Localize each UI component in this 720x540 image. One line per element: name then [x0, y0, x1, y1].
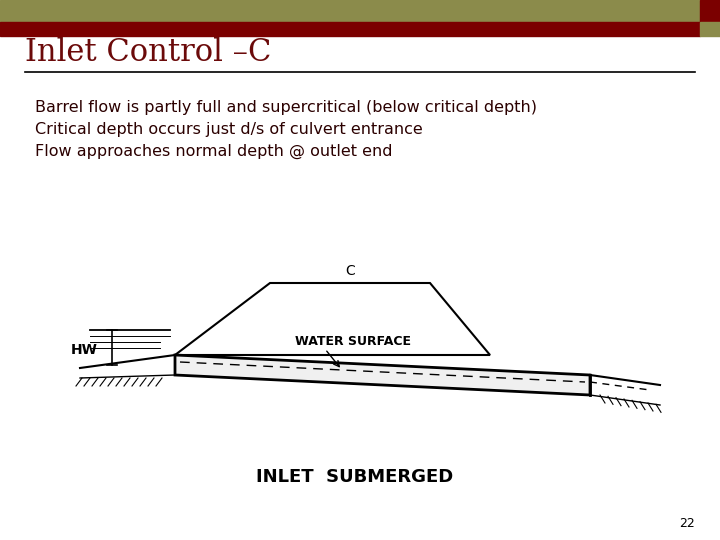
- Bar: [0, 0, 700, 22]
- Text: C: C: [345, 264, 355, 278]
- Bar: [700, 0, 720, 22]
- Text: 22: 22: [679, 517, 695, 530]
- Polygon shape: [175, 355, 590, 395]
- Bar: [700, 22, 720, 36]
- Text: Inlet Control –C: Inlet Control –C: [25, 37, 271, 68]
- Polygon shape: [175, 283, 490, 355]
- Text: HW: HW: [71, 343, 98, 357]
- Text: Flow approaches normal depth @ outlet end: Flow approaches normal depth @ outlet en…: [35, 144, 392, 159]
- Text: WATER SURFACE: WATER SURFACE: [295, 335, 411, 348]
- Text: Critical depth occurs just d/s of culvert entrance: Critical depth occurs just d/s of culver…: [35, 122, 423, 137]
- Bar: [0, 22, 700, 36]
- Text: Barrel flow is partly full and supercritical (below critical depth): Barrel flow is partly full and supercrit…: [35, 100, 537, 115]
- Text: INLET  SUBMERGED: INLET SUBMERGED: [256, 468, 454, 486]
